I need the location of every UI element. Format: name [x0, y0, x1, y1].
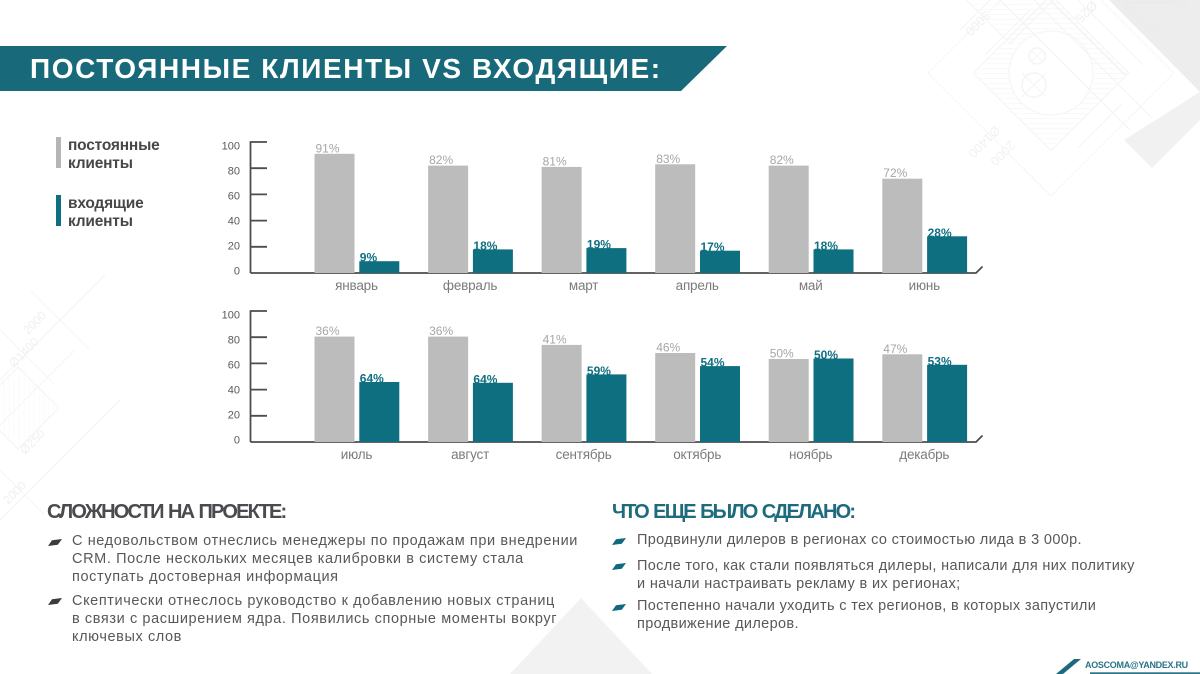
- svg-text:40: 40: [228, 216, 240, 228]
- svg-text:август: август: [451, 447, 489, 462]
- svg-text:9%: 9%: [360, 251, 378, 265]
- svg-text:март: март: [569, 278, 598, 293]
- svg-text:36%: 36%: [316, 324, 340, 338]
- svg-text:41%: 41%: [543, 332, 567, 346]
- svg-text:59%: 59%: [587, 364, 611, 378]
- svg-text:81%: 81%: [543, 154, 567, 168]
- svg-text:февраль: февраль: [443, 278, 497, 293]
- svg-text:2000: 2000: [20, 308, 49, 337]
- svg-text:54%: 54%: [701, 356, 725, 370]
- svg-text:82%: 82%: [429, 153, 453, 167]
- svg-text:47%: 47%: [883, 342, 907, 356]
- svg-text:80: 80: [228, 335, 240, 347]
- svg-text:60: 60: [228, 360, 240, 372]
- svg-text:50%: 50%: [770, 347, 794, 361]
- svg-text:50%: 50%: [814, 348, 838, 362]
- svg-text:91%: 91%: [316, 141, 340, 155]
- svg-text:Ø1400: Ø1400: [6, 335, 42, 371]
- svg-text:18%: 18%: [814, 239, 838, 253]
- svg-text:60: 60: [228, 191, 240, 203]
- svg-text:май: май: [799, 278, 823, 293]
- svg-text:36%: 36%: [429, 324, 453, 338]
- svg-text:100: 100: [222, 310, 240, 322]
- svg-text:19%: 19%: [587, 238, 611, 252]
- svg-text:18%: 18%: [473, 239, 497, 253]
- svg-text:2000: 2000: [0, 478, 29, 507]
- svg-text:17%: 17%: [701, 240, 725, 254]
- svg-text:20: 20: [228, 241, 240, 253]
- svg-text:январь: январь: [335, 278, 378, 293]
- svg-text:декабрь: декабрь: [899, 447, 949, 462]
- svg-text:40: 40: [228, 385, 240, 397]
- svg-text:апрель: апрель: [676, 278, 719, 293]
- svg-text:ноябрь: ноябрь: [789, 447, 833, 462]
- svg-text:53%: 53%: [928, 354, 952, 368]
- svg-text:64%: 64%: [473, 372, 497, 386]
- svg-text:0: 0: [234, 266, 240, 278]
- svg-text:сентябрь: сентябрь: [556, 447, 612, 462]
- svg-text:28%: 28%: [928, 226, 952, 240]
- svg-text:октябрь: октябрь: [673, 447, 721, 462]
- svg-text:83%: 83%: [656, 152, 680, 166]
- svg-text:72%: 72%: [883, 166, 907, 180]
- svg-text:64%: 64%: [360, 372, 384, 386]
- svg-text:20: 20: [228, 410, 240, 422]
- svg-text:0: 0: [234, 435, 240, 447]
- svg-text:80: 80: [228, 166, 240, 178]
- svg-text:июнь: июнь: [909, 278, 941, 293]
- svg-text:100: 100: [222, 141, 240, 153]
- svg-text:июль: июль: [341, 447, 373, 462]
- svg-text:82%: 82%: [770, 153, 794, 167]
- svg-text:46%: 46%: [656, 341, 680, 355]
